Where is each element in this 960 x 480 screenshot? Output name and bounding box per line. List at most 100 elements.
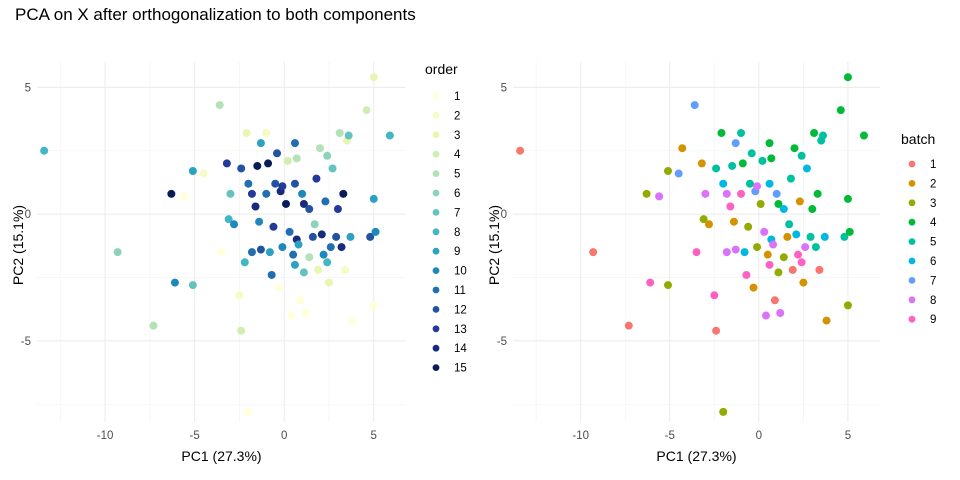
data-point bbox=[761, 311, 770, 320]
data-point bbox=[278, 243, 287, 252]
data-point bbox=[319, 250, 328, 259]
data-point bbox=[348, 316, 357, 325]
data-point bbox=[765, 179, 774, 188]
y-tick-label: -5 bbox=[21, 336, 31, 348]
data-point bbox=[290, 260, 299, 269]
legend-key bbox=[432, 112, 440, 119]
data-point bbox=[818, 131, 827, 140]
data-point bbox=[244, 407, 253, 416]
legend-key bbox=[432, 150, 440, 158]
data-point bbox=[737, 128, 746, 137]
x-axis-label: PC1 (27.3%) bbox=[656, 448, 736, 464]
legend-key bbox=[432, 286, 440, 294]
data-point bbox=[335, 128, 344, 137]
data-point bbox=[283, 156, 292, 165]
legend-label: 2 bbox=[454, 110, 460, 122]
x-tick-label: 5 bbox=[371, 430, 377, 442]
data-point bbox=[255, 217, 264, 226]
legend-key bbox=[908, 296, 916, 304]
data-point bbox=[230, 220, 239, 229]
data-point bbox=[843, 194, 852, 203]
data-point bbox=[770, 296, 779, 305]
legend-key bbox=[432, 228, 440, 236]
x-tick-label: -5 bbox=[665, 430, 675, 442]
legend-key bbox=[908, 218, 916, 226]
data-point bbox=[792, 230, 801, 239]
data-point bbox=[642, 189, 651, 198]
data-point bbox=[729, 217, 738, 226]
legend-label: 9 bbox=[454, 246, 460, 258]
data-point bbox=[779, 205, 788, 214]
data-point bbox=[726, 202, 735, 211]
data-point bbox=[332, 232, 341, 241]
data-point bbox=[40, 146, 49, 155]
data-point bbox=[264, 159, 273, 168]
data-point bbox=[802, 164, 811, 173]
data-point bbox=[749, 283, 758, 292]
data-point bbox=[785, 220, 794, 229]
data-point bbox=[188, 167, 197, 176]
legend-label: 7 bbox=[930, 275, 936, 287]
data-point bbox=[758, 156, 767, 165]
x-tick-label: -10 bbox=[572, 430, 589, 442]
data-point bbox=[783, 232, 792, 241]
legend-label: 9 bbox=[930, 314, 936, 326]
data-point bbox=[774, 268, 783, 277]
x-tick-label: 0 bbox=[281, 430, 287, 442]
data-point bbox=[149, 321, 158, 330]
data-point bbox=[678, 144, 687, 153]
data-point bbox=[262, 189, 271, 198]
data-point bbox=[179, 192, 188, 201]
legend-key bbox=[908, 180, 916, 187]
data-point bbox=[719, 407, 728, 416]
legend-key bbox=[908, 160, 916, 168]
data-point bbox=[701, 189, 710, 198]
data-point bbox=[799, 278, 808, 287]
data-point bbox=[299, 268, 308, 277]
data-point bbox=[747, 149, 756, 158]
data-point bbox=[298, 189, 307, 198]
data-point bbox=[215, 101, 224, 110]
data-point bbox=[287, 311, 296, 320]
data-point bbox=[722, 248, 731, 257]
data-point bbox=[820, 232, 829, 241]
data-point bbox=[840, 232, 849, 241]
data-point bbox=[256, 245, 265, 254]
legend-label: 12 bbox=[454, 304, 467, 316]
data-point bbox=[843, 301, 852, 310]
data-point bbox=[237, 326, 246, 335]
legend-key bbox=[908, 199, 916, 207]
data-point bbox=[346, 232, 355, 241]
data-point bbox=[337, 243, 346, 252]
data-point bbox=[753, 182, 762, 191]
data-point bbox=[786, 174, 795, 183]
legend-label: 7 bbox=[454, 207, 460, 219]
data-point bbox=[843, 73, 852, 82]
data-point bbox=[256, 139, 265, 148]
data-point bbox=[310, 220, 319, 229]
data-point bbox=[324, 278, 333, 287]
legend-key bbox=[432, 306, 440, 313]
legend-label: 2 bbox=[930, 178, 936, 190]
data-point bbox=[801, 243, 810, 252]
data-point bbox=[244, 179, 253, 188]
x-tick-label: 5 bbox=[845, 430, 851, 442]
data-point bbox=[170, 278, 179, 287]
data-point bbox=[589, 248, 598, 257]
data-point bbox=[712, 326, 721, 335]
legend-label: 13 bbox=[454, 324, 467, 336]
data-point bbox=[339, 189, 348, 198]
data-point bbox=[710, 291, 719, 300]
y-tick-label: 0 bbox=[25, 209, 31, 221]
legend-key bbox=[908, 277, 916, 284]
legend-label: 5 bbox=[454, 169, 460, 181]
data-point bbox=[278, 182, 287, 191]
legend-label: 10 bbox=[454, 266, 467, 278]
data-point bbox=[717, 128, 726, 137]
legend-key bbox=[432, 364, 440, 371]
data-point bbox=[756, 199, 765, 208]
data-point bbox=[624, 321, 633, 330]
data-point bbox=[269, 222, 278, 231]
data-point bbox=[199, 169, 208, 178]
data-point bbox=[242, 128, 251, 137]
